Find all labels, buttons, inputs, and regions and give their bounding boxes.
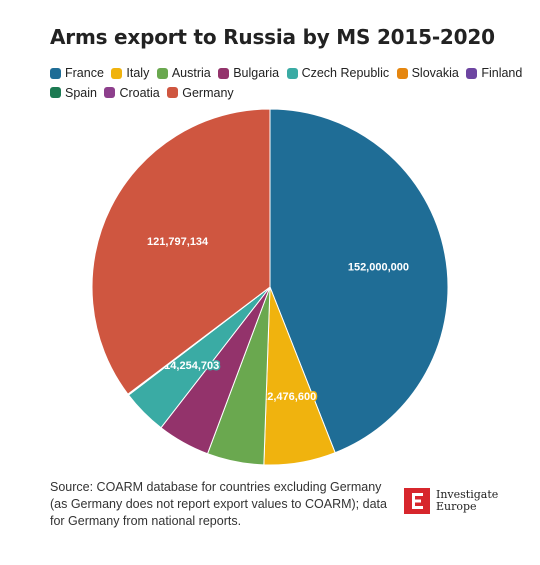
legend-item-finland[interactable]: Finland [466,64,522,82]
legend-label: Finland [481,66,523,80]
legend-item-czech-republic[interactable]: Czech Republic [286,64,390,82]
logo-line-1: Investigate [436,488,499,501]
data-label-france: 152,000,000 [348,261,409,273]
legend-swatch [396,67,408,79]
legend-swatch [50,67,61,79]
logo-text: Investigate Europe [436,489,498,513]
legend-label: Croatia [119,85,160,100]
legend-item-croatia[interactable]: Croatia [104,84,160,102]
source-note: Source: COARM database for countries exc… [50,480,387,528]
legend-label: France [65,66,104,80]
data-label-germany: 121,797,134 [147,236,209,248]
logo-mark [404,488,430,514]
pie-slice-germany[interactable] [91,108,271,395]
legend-swatch [111,67,123,79]
data-label-italy: 22,476,600 [261,391,316,403]
pie-slice-france[interactable] [269,108,449,454]
legend-row-1: France Italy Austria Bulgaria Czech Repu… [50,64,522,84]
legend-swatch [50,87,61,98]
legend-item-germany[interactable]: Germany [167,84,234,102]
data-label-czech-republic: 14,254,703 [164,360,219,372]
legend-label: Spain [65,85,97,100]
legend-label: Slovakia [411,66,459,80]
legend-item-france[interactable]: France [50,64,104,82]
legend-swatch [218,67,230,79]
legend-item-slovakia[interactable]: Slovakia [396,64,459,82]
legend-swatch [286,67,298,79]
legend-label: Germany [182,85,234,100]
chart-legend: France Italy Austria Bulgaria Czech Repu… [50,64,522,104]
legend-swatch [167,87,179,98]
logo-e-icon [412,493,423,509]
legend-swatch [156,67,168,79]
legend-item-bulgaria[interactable]: Bulgaria [218,64,279,82]
legend-label: Austria [171,66,211,80]
legend-item-italy[interactable]: Italy [111,64,149,82]
legend-label: Czech Republic [301,66,390,80]
legend-label: Bulgaria [233,66,280,80]
legend-item-austria[interactable]: Austria [156,64,211,82]
legend-label: Italy [126,66,150,80]
logo-line-2: Europe [436,500,477,513]
legend-swatch [104,87,116,98]
investigate-europe-logo[interactable]: Investigate Europe [404,488,498,514]
legend-swatch [466,67,478,79]
legend-row-2: Spain Croatia Germany [50,84,490,104]
legend-item-spain[interactable]: Spain [50,84,97,102]
chart-title: Arms export to Russia by MS 2015-2020 [50,25,495,49]
